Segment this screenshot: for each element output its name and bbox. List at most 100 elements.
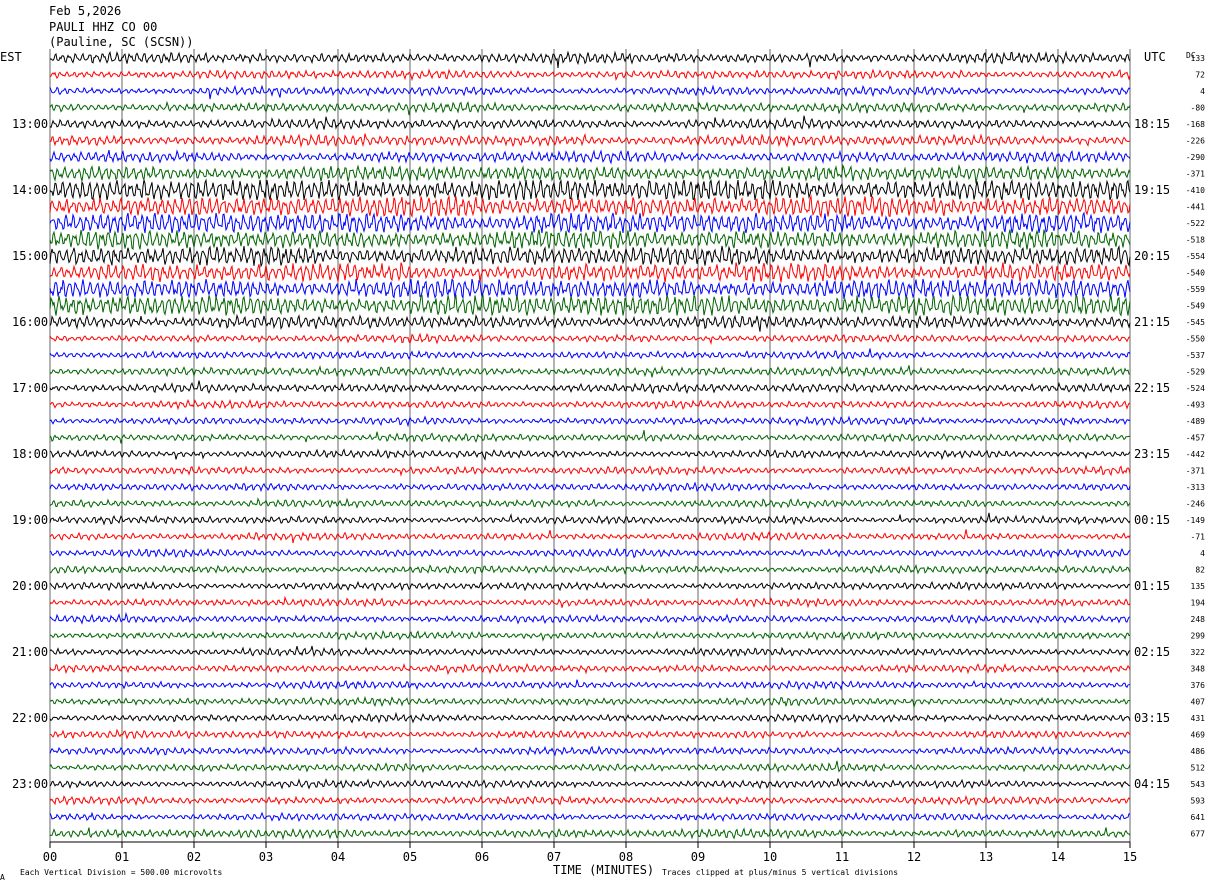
dc-offset-label: 543 — [1191, 780, 1206, 789]
trace-row — [49, 563, 1131, 575]
trace-row — [49, 365, 1131, 378]
dc-offset-label: 376 — [1191, 681, 1206, 690]
dc-offset-label: -524 — [1186, 384, 1205, 393]
dc-offset-label: -80 — [1191, 104, 1206, 113]
trace-row — [49, 760, 1131, 774]
dc-offset-label: 4 — [1200, 549, 1205, 558]
utc-hour-label: 18:15 — [1134, 117, 1170, 131]
trace-row — [49, 68, 1131, 82]
trace-row — [49, 811, 1131, 823]
dc-offset-label: -371 — [1186, 170, 1205, 179]
utc-hour-label: 01:15 — [1134, 579, 1170, 593]
dc-offset-label: 135 — [1191, 582, 1206, 591]
trace-row — [49, 497, 1131, 509]
trace-row — [49, 262, 1131, 283]
trace-row — [49, 629, 1131, 642]
right-timezone-label: UTC — [1144, 50, 1166, 64]
utc-hour-label: 23:15 — [1134, 447, 1170, 461]
dc-offset-label: -226 — [1186, 137, 1205, 146]
trace-row — [49, 313, 1131, 332]
local-hour-label: 17:00 — [12, 381, 48, 395]
dc-offset-label: 512 — [1191, 764, 1206, 773]
clip-note: Traces clipped at plus/minus 5 vertical … — [662, 868, 898, 877]
trace-row — [49, 332, 1131, 346]
location-label: (Pauline, SC (SCSN)) — [49, 35, 194, 49]
trace-row — [49, 293, 1131, 317]
x-tick-label: 06 — [475, 850, 489, 864]
trace-row — [49, 512, 1131, 526]
utc-hour-label: 04:15 — [1134, 777, 1170, 791]
utc-hour-label: 19:15 — [1134, 183, 1170, 197]
dc-offset-label: -246 — [1186, 500, 1205, 509]
dc-offset-label: -442 — [1186, 450, 1205, 459]
dc-offset-label: -540 — [1186, 269, 1205, 278]
trace-row — [49, 611, 1131, 625]
trace-row — [49, 429, 1131, 444]
scale-note: Each Vertical Division = 500.00 microvol… — [20, 868, 222, 877]
local-hour-label: 13:00 — [12, 117, 48, 131]
trace-row — [49, 84, 1131, 100]
local-hour-label: 19:00 — [12, 513, 48, 527]
local-hour-label: 22:00 — [12, 711, 48, 725]
trace-row — [49, 481, 1131, 493]
trace-row — [49, 100, 1131, 116]
utc-hour-label: 02:15 — [1134, 645, 1170, 659]
x-tick-label: 10 — [763, 850, 777, 864]
local-hour-label: 20:00 — [12, 579, 48, 593]
dc-offset-label: 248 — [1191, 615, 1206, 624]
x-tick-label: 15 — [1123, 850, 1137, 864]
dc-offset-label: 348 — [1191, 665, 1206, 674]
trace-row — [49, 132, 1131, 148]
dc-offset-label: 431 — [1191, 714, 1206, 723]
trace-row — [49, 794, 1131, 807]
dc-offset-label: 82 — [1195, 566, 1205, 575]
x-tick-label: 08 — [619, 850, 633, 864]
trace-row — [49, 348, 1131, 361]
date-label: Feb 5,2026 — [49, 4, 121, 18]
trace-row — [49, 194, 1131, 219]
dc-offset-label: -313 — [1186, 483, 1205, 492]
dc-offset-label: -168 — [1186, 120, 1205, 129]
trace-row — [49, 745, 1131, 757]
dc-offset-label: -410 — [1186, 186, 1205, 195]
dc-offset-label: -290 — [1186, 153, 1205, 162]
dc-offset-label: -554 — [1186, 252, 1205, 261]
dc-offset-label: 4 — [1200, 87, 1205, 96]
trace-row — [49, 380, 1131, 395]
x-tick-label: 14 — [1051, 850, 1065, 864]
station-label: PAULI HHZ CO 00 — [49, 20, 157, 34]
x-tick-label: 11 — [835, 850, 849, 864]
time-gridlines — [49, 49, 1131, 842]
trace-row — [49, 229, 1131, 251]
x-tick-label: 09 — [691, 850, 705, 864]
trace-row — [49, 448, 1131, 461]
local-hour-label: 23:00 — [12, 777, 48, 791]
x-axis: 00 01 02 03 04 05 06 07 08 09 10 11 12 13 14 15 — [43, 841, 1137, 864]
trace-row — [49, 547, 1131, 559]
x-tick-label: 13 — [979, 850, 993, 864]
corner-mark: A — [0, 873, 5, 882]
trace-row — [49, 679, 1131, 691]
local-hour-label: 21:00 — [12, 645, 48, 659]
dc-offset-label: 407 — [1191, 698, 1206, 707]
seismic-traces — [49, 50, 1131, 841]
dc-offset-label: -545 — [1186, 318, 1205, 327]
x-tick-label: 07 — [547, 850, 561, 864]
local-hour-label: 14:00 — [12, 183, 48, 197]
dc-offset-label: -457 — [1186, 434, 1205, 443]
trace-row — [49, 149, 1131, 165]
trace-row — [49, 580, 1131, 592]
trace-row — [49, 662, 1131, 676]
utc-hour-label: 00:15 — [1134, 513, 1170, 527]
dc-offset-label: 486 — [1191, 747, 1206, 756]
dc-offset-label: -489 — [1186, 417, 1205, 426]
dc-offset-label: -559 — [1186, 285, 1205, 294]
dc-offset-label: -549 — [1186, 302, 1205, 311]
x-tick-label: 05 — [403, 850, 417, 864]
local-hour-label: 16:00 — [12, 315, 48, 329]
x-tick-label: 00 — [43, 850, 57, 864]
utc-hour-label: 03:15 — [1134, 711, 1170, 725]
trace-row — [49, 415, 1131, 428]
trace-row — [49, 50, 1131, 69]
